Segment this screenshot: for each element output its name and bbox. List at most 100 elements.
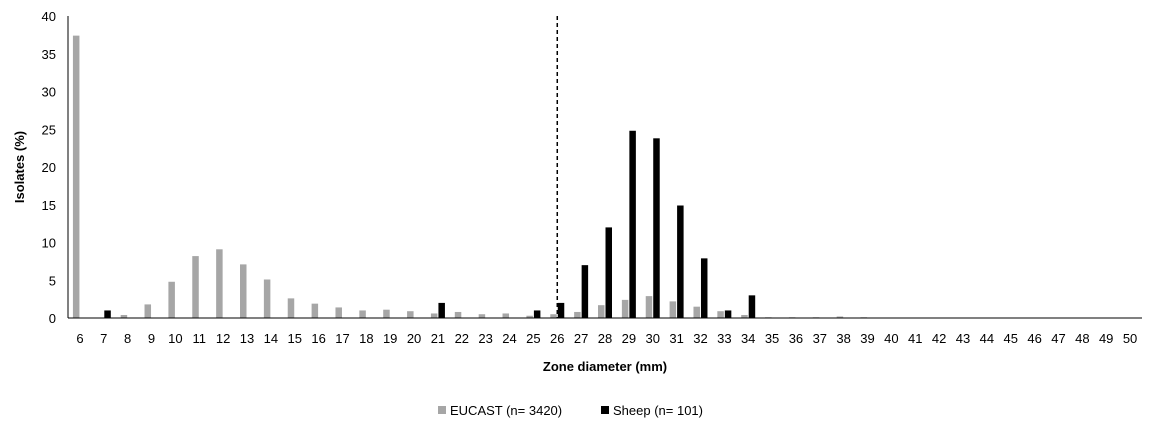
x-tick-label: 23 <box>478 331 492 346</box>
x-tick-label: 40 <box>884 331 898 346</box>
x-tick-label: 17 <box>335 331 349 346</box>
bar-eucast <box>502 313 510 318</box>
bar-eucast <box>240 264 247 318</box>
bar-eucast <box>216 249 223 318</box>
bar-eucast <box>621 299 629 318</box>
x-tick-label: 10 <box>168 331 182 346</box>
x-tick-label: 8 <box>124 331 131 346</box>
x-tick-label: 9 <box>148 331 155 346</box>
bar-eucast <box>72 35 80 318</box>
bar-eucast <box>263 279 271 318</box>
x-tick-label: 6 <box>76 331 83 346</box>
x-tick-label: 44 <box>980 331 994 346</box>
x-tick-label: 14 <box>264 331 278 346</box>
bar-eucast <box>526 315 533 318</box>
legend-label-sheep: Sheep (n= 101) <box>613 403 703 418</box>
x-tick-label: 15 <box>287 331 301 346</box>
x-tick-label: 32 <box>693 331 707 346</box>
x-tick-label: 7 <box>100 331 107 346</box>
x-tick-label: 43 <box>956 331 970 346</box>
bar-eucast <box>335 307 342 318</box>
x-tick-label: 12 <box>216 331 230 346</box>
x-tick-label: 39 <box>860 331 874 346</box>
bar-sheep <box>677 205 684 318</box>
x-tick-label: 37 <box>813 331 827 346</box>
bar-sheep <box>700 258 708 318</box>
legend-label-eucast: EUCAST (n= 3420) <box>450 403 562 418</box>
bar-eucast <box>287 298 295 318</box>
y-tick-label: 40 <box>42 9 56 24</box>
x-tick-label: 25 <box>526 331 540 346</box>
x-tick-label: 34 <box>741 331 755 346</box>
x-tick-label: 29 <box>622 331 636 346</box>
legend-swatch-eucast <box>438 406 446 414</box>
x-tick-label: 22 <box>455 331 469 346</box>
bar-sheep <box>104 310 111 318</box>
x-tick-label: 16 <box>311 331 325 346</box>
bar-sheep <box>438 302 445 318</box>
x-tick-label: 42 <box>932 331 946 346</box>
bar-eucast <box>383 309 390 318</box>
bar-eucast <box>478 314 486 318</box>
bar-eucast <box>454 311 462 318</box>
x-axis-title: Zone diameter (mm) <box>543 359 667 374</box>
y-tick-label: 20 <box>42 160 56 175</box>
y-axis-ticks: 0 5 10 15 20 25 30 35 40 <box>42 9 56 326</box>
x-tick-label: 33 <box>717 331 731 346</box>
x-axis-ticks: 6 7 8 9 10 11 12 13 14 15 16 17 18 19 20 21 22 23 24 25 26 27… <box>76 331 1137 346</box>
bar-eucast <box>741 314 748 318</box>
x-tick-label: 18 <box>359 331 373 346</box>
x-tick-label: 35 <box>765 331 779 346</box>
legend-swatch-sheep <box>601 406 609 414</box>
y-tick-label: 25 <box>42 122 56 137</box>
bar-eucast <box>836 316 844 318</box>
bar-sheep <box>748 295 756 318</box>
y-tick-label: 10 <box>42 236 56 251</box>
x-tick-label: 28 <box>598 331 612 346</box>
y-tick-label: 5 <box>49 273 56 288</box>
x-tick-label: 47 <box>1051 331 1065 346</box>
bar-eucast <box>120 314 128 318</box>
x-tick-label: 24 <box>502 331 516 346</box>
x-tick-label: 31 <box>669 331 683 346</box>
bar-eucast <box>192 256 199 318</box>
x-tick-label: 41 <box>908 331 922 346</box>
bar-sheep <box>557 302 565 318</box>
y-tick-label: 0 <box>49 311 56 326</box>
bar-sheep <box>724 310 732 318</box>
x-tick-label: 45 <box>1003 331 1017 346</box>
bar-eucast <box>168 281 175 318</box>
bar-eucast <box>645 296 653 318</box>
bar-sheep <box>653 138 660 318</box>
bar-eucast <box>550 314 557 318</box>
x-tick-label: 13 <box>240 331 254 346</box>
x-tick-label: 20 <box>407 331 421 346</box>
x-tick-label: 50 <box>1123 331 1137 346</box>
bar-sheep <box>605 227 612 318</box>
x-tick-label: 19 <box>383 331 397 346</box>
x-tick-label: 36 <box>789 331 803 346</box>
y-tick-label: 15 <box>42 198 56 213</box>
x-tick-label: 49 <box>1099 331 1113 346</box>
bar-sheep <box>629 130 636 318</box>
bar-eucast <box>574 311 581 318</box>
bar-sheep <box>533 310 541 318</box>
bars-group <box>72 35 1130 319</box>
bar-eucast <box>144 304 152 318</box>
bar-eucast <box>311 303 319 318</box>
x-tick-label: 30 <box>645 331 659 346</box>
bar-eucast <box>669 301 677 318</box>
bar-eucast <box>598 305 605 318</box>
x-tick-label: 11 <box>193 331 207 346</box>
legend: EUCAST (n= 3420) Sheep (n= 101) <box>438 403 703 418</box>
y-axis-title: Isolates (%) <box>12 131 27 203</box>
bar-eucast <box>430 313 438 318</box>
x-tick-label: 21 <box>431 331 445 346</box>
bar-eucast <box>407 311 414 318</box>
x-tick-label: 48 <box>1075 331 1089 346</box>
y-tick-label: 35 <box>42 47 56 62</box>
y-tick-label: 30 <box>42 85 56 100</box>
bar-eucast <box>359 310 366 318</box>
